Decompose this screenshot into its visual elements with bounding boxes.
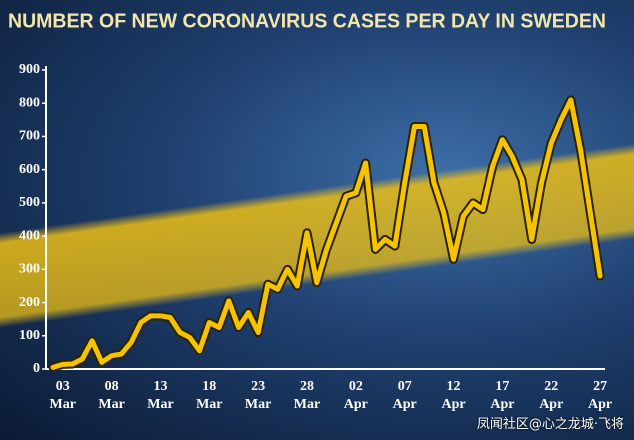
y-tick-label: 300 bbox=[19, 262, 40, 277]
y-tick-label: 800 bbox=[19, 95, 40, 110]
line-outline bbox=[48, 95, 605, 372]
y-tick-label: 0 bbox=[33, 361, 40, 376]
watermark: 凤闻社区@心之龙城·飞将 bbox=[476, 417, 624, 432]
y-tick-label: 500 bbox=[19, 195, 40, 210]
x-tick-label: 13 Mar bbox=[147, 379, 174, 412]
x-tick-label: 23 Mar bbox=[244, 379, 272, 412]
x-tick-label: 27 Apr bbox=[588, 379, 613, 412]
line bbox=[50, 97, 603, 370]
x-tick-label: 02 Apr bbox=[343, 379, 368, 412]
x-tick-label: 08 Mar bbox=[98, 379, 125, 412]
x-tick-label: 18 Mar bbox=[196, 379, 223, 412]
x-tick-label: 07 Apr bbox=[392, 379, 417, 412]
x-tick-label: 17 Apr bbox=[490, 379, 515, 412]
y-tick-label: 400 bbox=[19, 228, 40, 243]
y-tick-label: 100 bbox=[19, 328, 40, 343]
y-tick-label: 200 bbox=[19, 295, 40, 310]
y-tick-label: 900 bbox=[19, 62, 40, 77]
y-tick-label: 600 bbox=[19, 162, 40, 177]
x-tick-label: 28 Mar bbox=[293, 379, 321, 412]
x-tick-label: 12 Apr bbox=[441, 379, 466, 412]
x-tick-label: 03 Mar bbox=[49, 379, 76, 412]
y-tick-label: 700 bbox=[19, 129, 40, 144]
chart-title: NUMBER OF NEW CORONAVIRUS CASES PER DAY … bbox=[8, 10, 606, 32]
x-tick-label: 22 Apr bbox=[539, 379, 564, 412]
